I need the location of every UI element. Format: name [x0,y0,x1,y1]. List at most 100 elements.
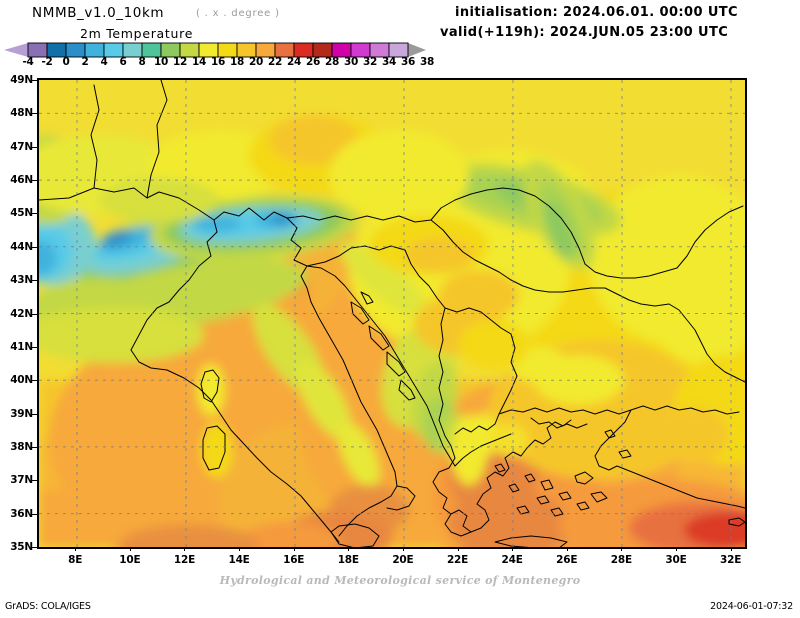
units-note: ( . x . degree ) [196,8,280,19]
colorbar-band [388,42,409,58]
colorbar-band [274,42,295,58]
latitude-tickmark [32,480,37,482]
latitude-tick: 43N [10,274,33,287]
colorbar-tick-labels: -4 -2 0 2 4 6 8 10 12 14 16 18 20 22 24 26 28 30 32 34 36 38 [0,56,434,72]
colorbar-tick: 30 [343,56,359,68]
colorbar-under-arrow [4,43,28,57]
graticule [39,80,745,547]
longitude-tick: 14E [228,554,250,566]
latitude-tickmark [32,513,37,515]
latitude-tick: 37N [10,474,33,487]
grads-label: GrADS: COLA/IGES [5,601,91,612]
colorbar-tick: 26 [305,56,321,68]
colorbar-tick: 18 [229,56,245,68]
latitude-tick: 44N [10,240,33,253]
longitude-tick: 18E [337,554,359,566]
colorbar-tick: 22 [267,56,283,68]
colorbar-tick: 4 [100,56,108,68]
colorbar-band [312,42,333,58]
latitude-tick: 42N [10,307,33,320]
colorbar-tick: 28 [324,56,340,68]
longitude-tickmark [75,547,77,551]
colorbar-band [160,42,181,58]
latitude-tickmark [32,146,37,148]
colorbar-band [103,42,124,58]
colorbar-tick: 16 [210,56,226,68]
longitude-tickmark [457,547,459,551]
latitude-tick: 39N [10,407,33,420]
colorbar-band [198,42,219,58]
colorbar-tick: 38 [419,56,435,68]
colorbar-band [179,42,200,58]
longitude-tick: 32E [720,554,742,566]
latitude-tickmark [32,413,37,415]
colorbar-tick: -4 [22,56,34,68]
colorbar-tick: 6 [119,56,127,68]
colorbar-swatches [4,42,426,58]
colorbar-tick: 8 [138,56,146,68]
colorbar-band [236,42,257,58]
valid-time: valid(+119h): 2024.JUN.05 23:00 UTC [440,25,729,40]
longitude-tickmark [512,547,514,551]
latitude-tickmark [32,446,37,448]
longitude-tick: 16E [283,554,305,566]
longitude-tick: 8E [68,554,83,566]
longitude-tickmark [293,547,295,551]
temperature-field [39,80,745,547]
latitude-tick: 35N [10,541,33,553]
longitude-tick: 22E [446,554,469,566]
longitude-tick: 26E [556,554,578,566]
latitude-tickmark [32,280,37,282]
latitude-tickmark [32,113,37,115]
longitude-tickmark [621,547,623,551]
latitude-tickmark [32,346,37,348]
latitude-tickmark [32,80,37,81]
latitude-tick: 40N [10,374,33,387]
coastline-overlay [39,80,745,547]
colorbar-tick: 36 [400,56,416,68]
colorbar-band [141,42,162,58]
longitude-tickmark [129,547,131,551]
latitude-tick: 36N [10,507,33,520]
longitude-tickmark [239,547,241,551]
latitude-tick: 38N [10,440,33,453]
latitude-tick: 48N [10,107,33,120]
colorbar-tick: 34 [381,56,397,68]
colorbar: -4 -2 0 2 4 6 8 10 12 14 16 18 20 22 24 26 28 30 32 34 36 38 [0,42,434,72]
colorbar-tick: 2 [81,56,89,68]
colorbar-band [84,42,105,58]
colorbar-band [46,42,67,58]
longitude-axis: 8E 10E 12E 14E 16E 18E 20E 22E 24E 26E 28E 30E 32E [37,547,747,572]
colorbar-tick: 10 [153,56,169,68]
longitude-tickmark [348,547,350,551]
longitude-tickmark [402,547,404,551]
colorbar-tick: 12 [172,56,188,68]
latitude-tick: 45N [10,207,33,220]
longitude-tick: 30E [665,554,687,566]
latitude-tick: 49N [10,74,33,86]
colorbar-band [331,42,352,58]
colorbar-tick: 32 [362,56,378,68]
colorbar-tick: 0 [62,56,70,68]
longitude-tick: 28E [610,554,632,566]
colorbar-band [122,42,143,58]
colorbar-band [350,42,371,58]
longitude-tickmark [184,547,186,551]
colorbar-band [217,42,238,58]
latitude-tickmark [32,213,37,215]
colorbar-tick: 14 [191,56,207,68]
field-title: 2m Temperature [80,26,194,41]
colorbar-tick: -2 [41,56,53,68]
colorbar-band [65,42,86,58]
latitude-tickmark [32,547,37,548]
longitude-tickmark [676,547,677,551]
latitude-axis: 49N 48N 47N 46N 45N 44N 43N 42N 41N 40N 39N 38N 37N 3… [0,74,37,553]
initialisation-time: initialisation: 2024.06.01. 00:00 UTC [455,5,738,20]
latitude-tickmark [32,313,37,315]
colorbar-band [293,42,314,58]
latitude-tickmark [32,180,37,182]
colorbar-band [27,42,48,58]
longitude-tickmark [730,547,732,551]
colorbar-tick: 24 [286,56,302,68]
longitude-tick: 10E [119,554,141,566]
